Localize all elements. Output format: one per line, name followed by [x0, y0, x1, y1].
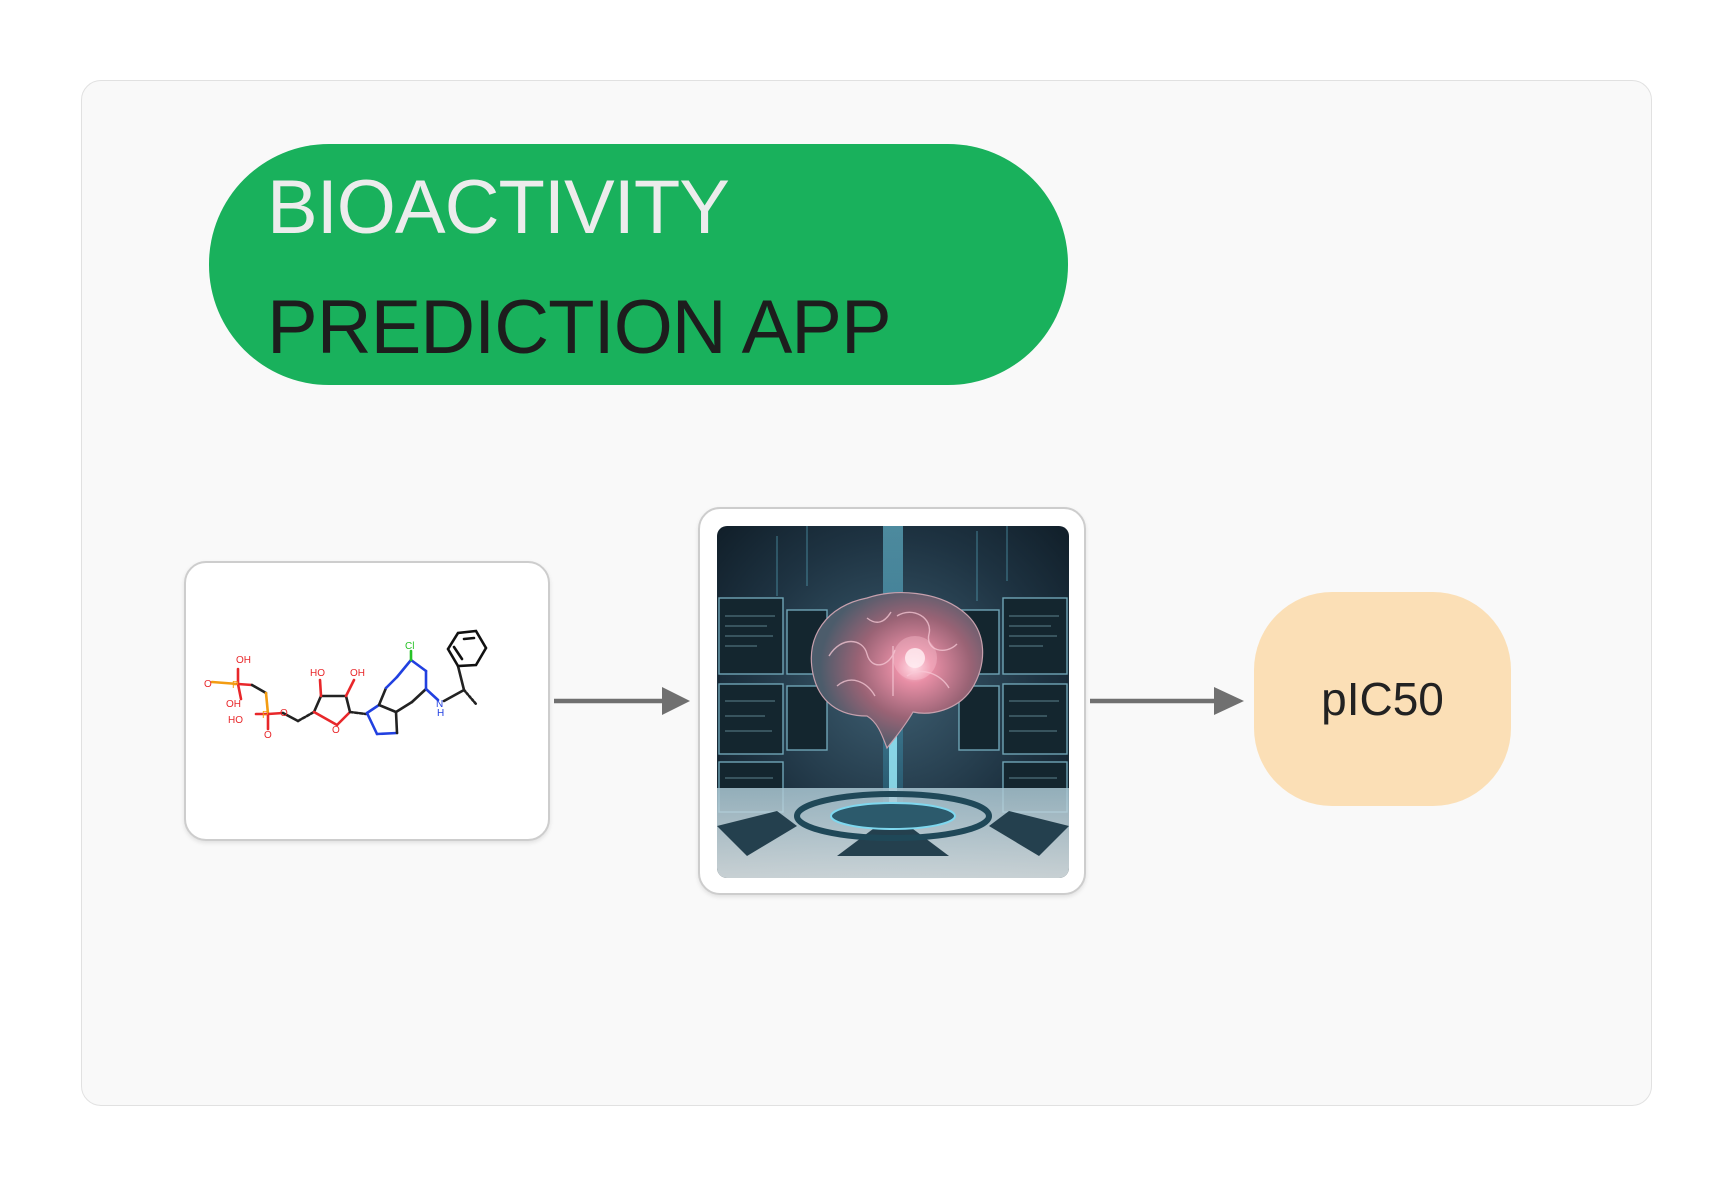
molecule-structure-icon: OH O P OH HO P O O O HO OH Cl N H	[204, 629, 488, 741]
output-result-node: pIC50	[1254, 592, 1511, 806]
title-banner	[209, 144, 1068, 385]
atom-ho: HO	[228, 715, 243, 726]
atom-h: H	[437, 708, 444, 719]
atom-o: O	[332, 725, 340, 736]
output-label: pIC50	[1321, 673, 1444, 725]
ai-brain-model-icon	[717, 526, 1069, 878]
title-line-2: PREDICTION APP	[267, 285, 892, 370]
atom-cl: Cl	[405, 641, 414, 652]
atom-o: O	[280, 708, 288, 719]
title-line-1: BIOACTIVITY	[267, 165, 730, 250]
atom-o: O	[264, 730, 272, 741]
atom-o: O	[204, 679, 212, 690]
molecule-input-card: OH O P OH HO P O O O HO OH Cl N H	[184, 561, 550, 841]
ai-model-card	[698, 507, 1086, 895]
atom-p: P	[262, 710, 269, 721]
atom-oh: OH	[226, 699, 241, 710]
atom-n: N	[436, 699, 443, 710]
flow-arrow-2	[1090, 687, 1244, 715]
flow-arrow-1	[554, 687, 690, 715]
atom-oh: OH	[350, 668, 365, 679]
atom-p: P	[232, 680, 239, 691]
atom-oh: OH	[236, 655, 251, 666]
atom-ho: HO	[310, 668, 325, 679]
